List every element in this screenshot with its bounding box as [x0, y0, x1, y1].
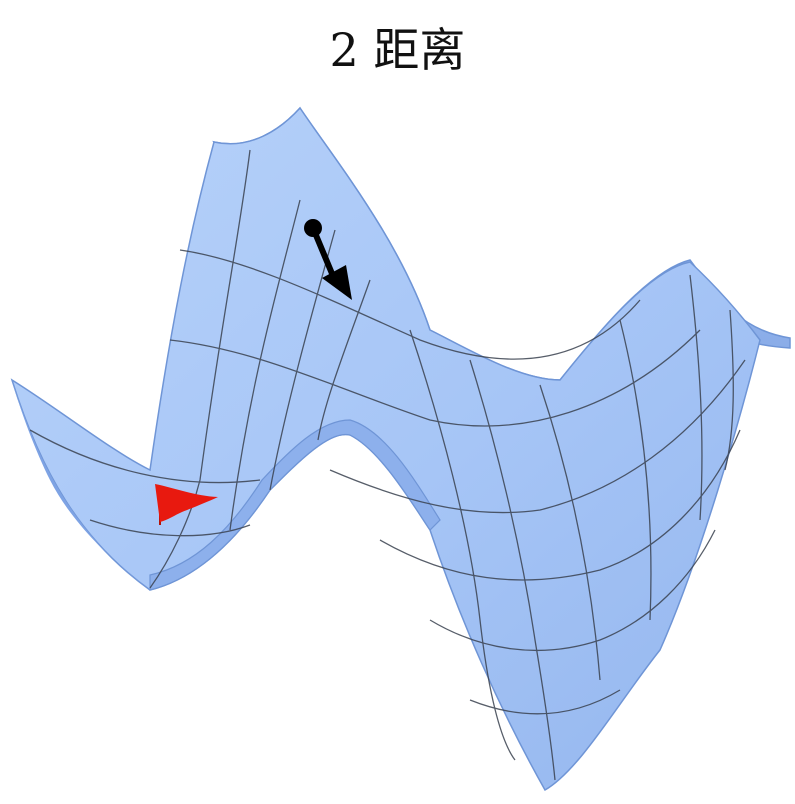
diagram-title: 2 距离 — [329, 23, 466, 77]
surface-front-ridge — [149, 419, 441, 591]
red-flag-icon — [155, 484, 218, 525]
black-ball-with-down-arrow-icon — [304, 219, 352, 300]
